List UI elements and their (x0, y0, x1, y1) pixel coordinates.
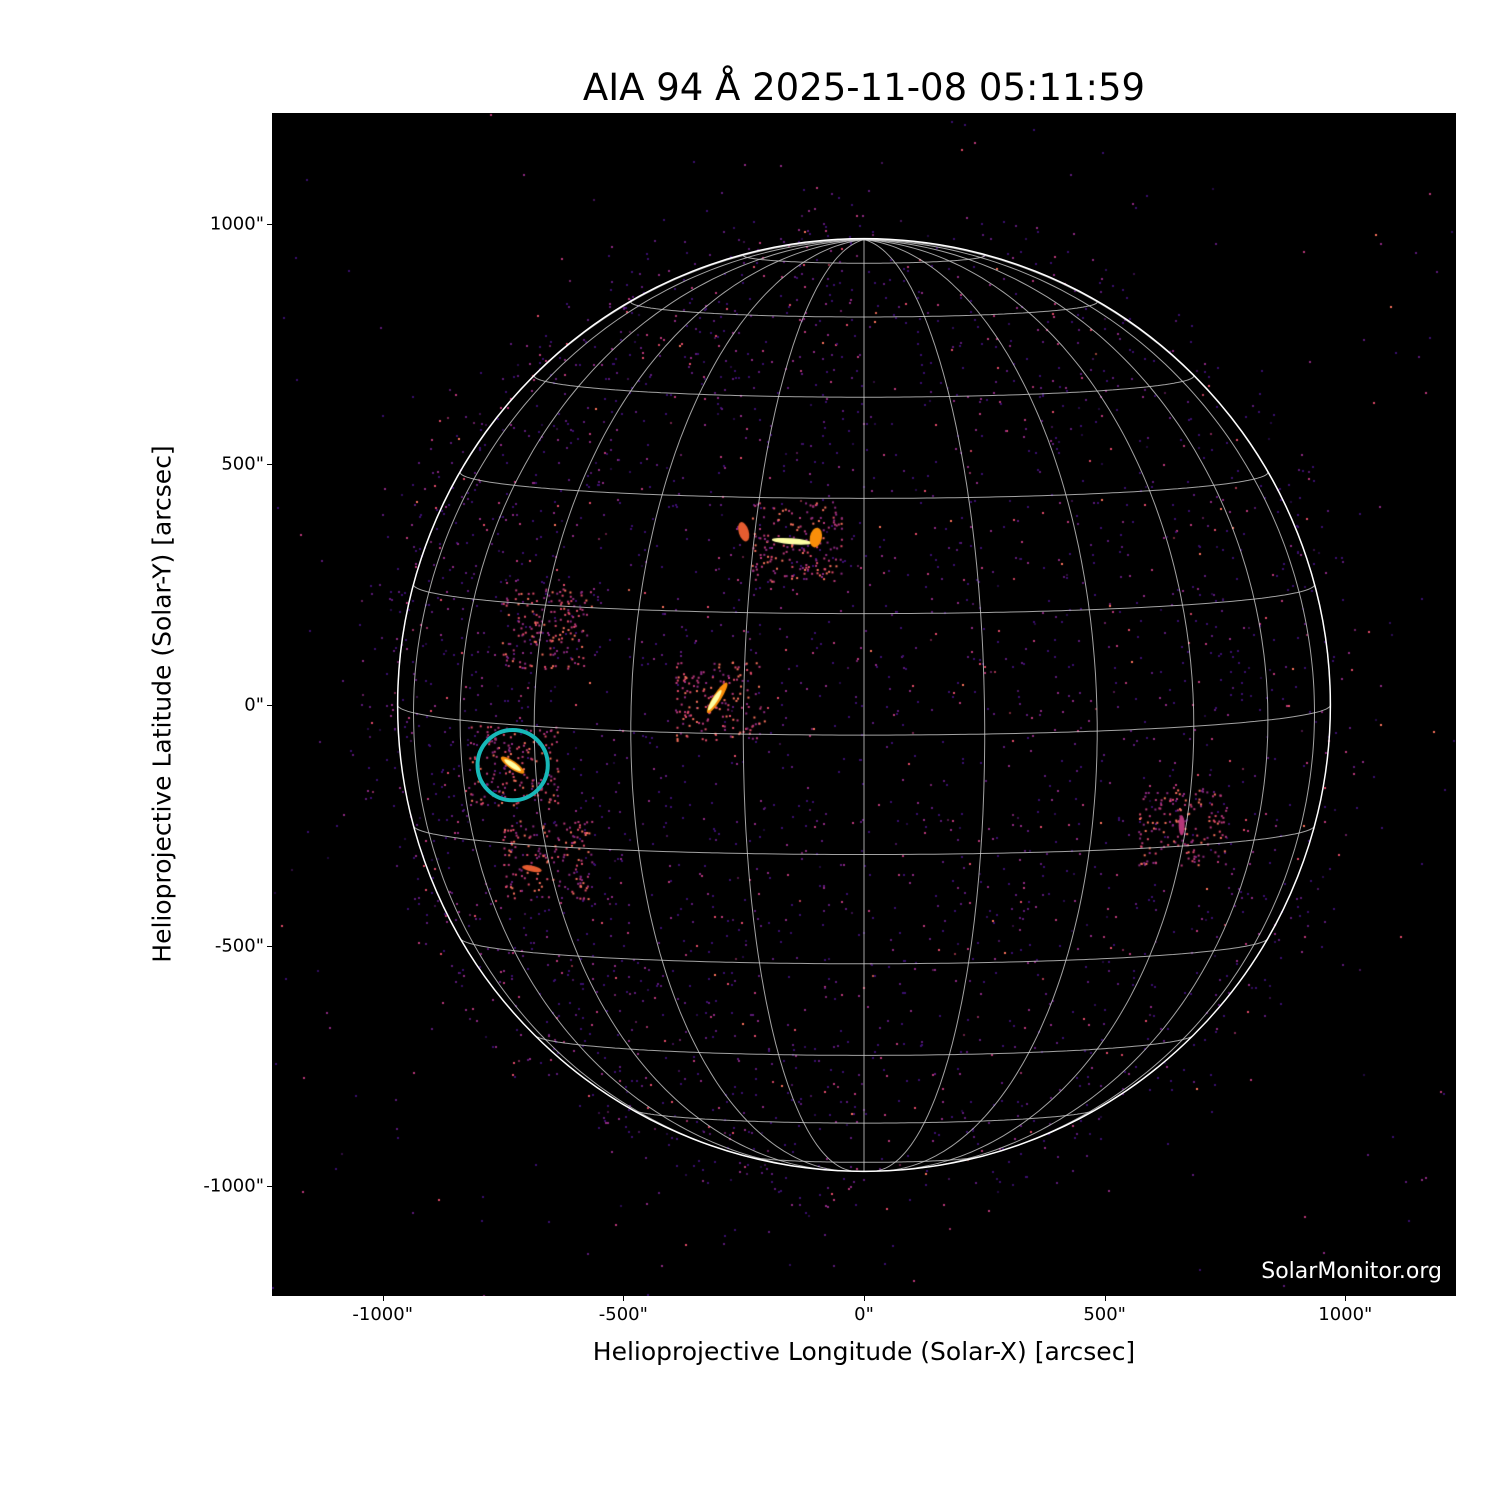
solar-limb (396, 237, 1332, 1173)
y-tick-label: 0" (244, 694, 264, 716)
longitude-grid-line (412, 239, 865, 1158)
x-tick-mark (864, 1296, 865, 1301)
longitude-grid-line (533, 239, 865, 1171)
flare-region-marker-circle (475, 728, 550, 803)
solar-image-axes: SolarMonitor.org (272, 113, 1456, 1296)
y-tick-mark (267, 945, 272, 947)
heliographic-grid-overlay (396, 237, 1332, 1173)
latitude-grid-line (533, 374, 1195, 398)
longitude-grid-line (630, 239, 865, 1172)
latitude-grid-line (460, 938, 1268, 965)
y-tick-mark (267, 1186, 272, 1188)
latitude-grid-line (413, 584, 1315, 615)
chart-title: AIA 94 Å 2025-11-08 05:11:59 (582, 66, 1146, 109)
latitude-grid-line (459, 471, 1269, 499)
x-tick-mark (382, 1296, 384, 1301)
longitude-grid-line (397, 239, 865, 706)
x-tick-mark (623, 1296, 625, 1301)
y-axis-label: Helioprojective Latitude (Solar-Y) [arcs… (147, 445, 177, 963)
x-tick-mark (1104, 1296, 1106, 1301)
latitude-grid-line (534, 1035, 1194, 1056)
y-tick-label: -500" (214, 935, 264, 957)
longitude-grid-line (742, 239, 865, 1172)
latitude-grid-line (632, 1109, 1096, 1124)
x-tick-label: 500" (1083, 1304, 1126, 1325)
x-tick-mark (1345, 1296, 1347, 1301)
longitude-grid-line (863, 239, 1316, 1158)
latitude-grid-line (746, 1155, 982, 1163)
x-tick-label: -500" (598, 1304, 648, 1325)
watermark: SolarMonitor.org (1261, 1259, 1442, 1284)
longitude-grid-line (863, 239, 986, 1172)
y-tick-label: -1000" (203, 1175, 264, 1197)
x-tick-label: -1000" (352, 1304, 413, 1325)
y-tick-mark (267, 223, 272, 225)
y-tick-label: 1000" (209, 213, 264, 235)
longitude-grid-line (459, 239, 865, 1169)
y-tick-mark (267, 705, 272, 706)
latitude-grid-line (413, 825, 1315, 855)
longitude-grid-line (863, 239, 1195, 1171)
y-tick-label: 500" (221, 453, 264, 475)
longitude-grid-line (863, 239, 1098, 1172)
longitude-grid-line (863, 239, 1269, 1169)
latitude-grid-line (397, 704, 1331, 736)
longitude-grid-line (863, 239, 1331, 706)
x-tick-label: 0" (854, 1304, 874, 1325)
latitude-grid-line (630, 299, 1098, 318)
y-tick-mark (267, 464, 272, 466)
x-tick-label: 1000" (1318, 1304, 1373, 1325)
x-axis-label: Helioprojective Longitude (Solar-X) [arc… (592, 1337, 1136, 1366)
latitude-grid-line (742, 253, 986, 264)
